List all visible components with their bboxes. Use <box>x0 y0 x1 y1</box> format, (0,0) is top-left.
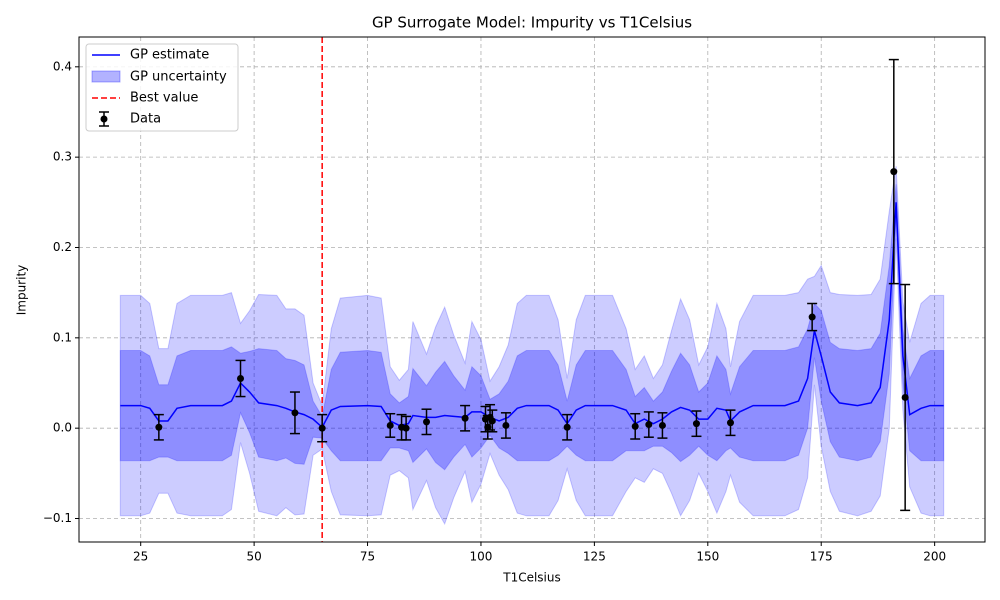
data-point <box>692 420 700 428</box>
data-point <box>563 423 571 431</box>
y-tick-label: 0.1 <box>53 330 72 344</box>
x-tick-label: 175 <box>810 550 833 564</box>
data-point <box>502 421 510 429</box>
data-point <box>645 421 653 429</box>
legend-label: GP uncertainty <box>130 70 227 85</box>
legend-box <box>85 43 239 132</box>
y-tick-label: 0.0 <box>53 421 72 435</box>
y-axis-label: Impurity <box>15 265 29 316</box>
x-axis-label: T1Celsius <box>502 571 561 585</box>
data-point <box>890 168 898 176</box>
x-tick-label: 200 <box>923 550 946 564</box>
y-tick-label: 0.2 <box>53 240 72 254</box>
x-tick-label: 50 <box>246 550 261 564</box>
gp-line <box>120 202 944 429</box>
data-point <box>402 424 410 432</box>
data-point <box>237 374 245 382</box>
x-tick-label: 25 <box>133 550 148 564</box>
data-point <box>808 313 816 321</box>
y-tick-label: 0.4 <box>53 59 72 73</box>
data-point <box>658 421 666 429</box>
chart-title: GP Surrogate Model: Impurity vs T1Celsiu… <box>372 14 692 32</box>
data-point <box>318 424 326 432</box>
data-point <box>631 422 639 430</box>
data-point <box>423 418 431 426</box>
x-tick-label: 100 <box>470 550 493 564</box>
data-point <box>461 414 469 422</box>
data-point <box>155 423 163 431</box>
data-point <box>726 419 734 427</box>
x-tick-label: 125 <box>583 550 606 564</box>
x-tick-label: 150 <box>696 550 719 564</box>
y-tick-label: −0.1 <box>43 511 72 525</box>
legend-band <box>91 70 121 83</box>
x-tick-label: 75 <box>360 550 375 564</box>
legend-label: Best value <box>130 91 198 106</box>
legend-label: GP estimate <box>130 48 209 63</box>
data-point <box>488 417 496 425</box>
data-point <box>291 409 299 417</box>
uncertainty-band <box>119 184 945 471</box>
data-point <box>386 421 394 429</box>
data-point <box>901 393 909 401</box>
legend-label: Data <box>130 112 161 127</box>
uncertainty-band <box>119 166 945 526</box>
legend: GP estimate GP uncertainty Best value Data <box>85 43 239 132</box>
legend-marker <box>100 115 108 123</box>
plot-frame <box>78 36 986 543</box>
y-tick-label: 0.3 <box>53 150 72 164</box>
